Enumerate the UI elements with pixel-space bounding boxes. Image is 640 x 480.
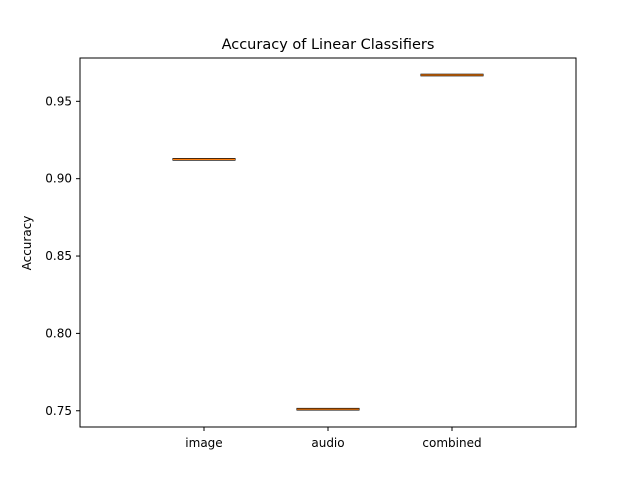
y-tick-label: 0.75 (45, 404, 72, 418)
x-tick-label: audio (311, 436, 344, 450)
x-tick-label: image (185, 436, 222, 450)
y-tick-label: 0.80 (45, 326, 72, 340)
y-axis-label: Accuracy (20, 216, 34, 271)
y-axis: 0.75 0.80 0.85 0.90 0.95 (45, 94, 80, 418)
box-series (172, 73, 484, 411)
x-tick-label: combined (422, 436, 481, 450)
y-tick-label: 0.85 (45, 249, 72, 263)
x-axis: image audio combined (185, 427, 482, 450)
chart-title: Accuracy of Linear Classifiers (222, 37, 435, 53)
y-tick-label: 0.95 (45, 94, 72, 108)
plot-frame (79, 57, 577, 428)
y-tick-label: 0.90 (45, 172, 72, 186)
